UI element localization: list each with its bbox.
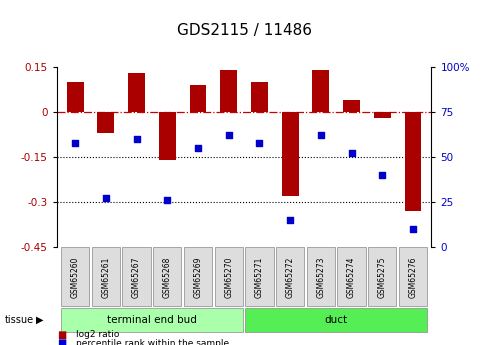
Bar: [374, 112, 390, 118]
Point: [102, 196, 110, 201]
Text: GSM65275: GSM65275: [378, 256, 387, 298]
Bar: [276, 247, 304, 306]
Bar: [245, 247, 274, 306]
Bar: [399, 247, 427, 306]
Point: [255, 140, 263, 145]
Point: [163, 197, 171, 203]
Bar: [128, 73, 145, 112]
Bar: [67, 82, 84, 112]
Bar: [61, 308, 243, 333]
Text: GSM65269: GSM65269: [193, 256, 203, 298]
Text: GSM65272: GSM65272: [285, 256, 295, 297]
Bar: [368, 247, 396, 306]
Point: [378, 172, 386, 178]
Bar: [98, 112, 114, 133]
Text: terminal end bud: terminal end bud: [107, 315, 197, 325]
Bar: [153, 247, 181, 306]
Text: GSM65271: GSM65271: [255, 256, 264, 297]
Text: tissue: tissue: [5, 315, 34, 325]
Text: log2 ratio: log2 ratio: [76, 330, 120, 339]
Bar: [159, 112, 176, 160]
Bar: [214, 247, 243, 306]
Bar: [184, 247, 212, 306]
Point: [286, 217, 294, 223]
Bar: [343, 100, 360, 112]
Text: ■: ■: [57, 330, 66, 339]
Point: [348, 151, 355, 156]
Point: [409, 226, 417, 231]
Bar: [307, 247, 335, 306]
Point: [133, 136, 141, 142]
Text: GSM65267: GSM65267: [132, 256, 141, 298]
Text: GSM65274: GSM65274: [347, 256, 356, 298]
Text: GSM65273: GSM65273: [317, 256, 325, 298]
Text: GDS2115 / 11486: GDS2115 / 11486: [176, 23, 312, 38]
Bar: [282, 112, 299, 196]
Bar: [337, 247, 366, 306]
Bar: [92, 247, 120, 306]
Point: [194, 145, 202, 151]
Text: GSM65261: GSM65261: [102, 256, 110, 297]
Text: GSM65260: GSM65260: [70, 256, 80, 298]
Bar: [245, 308, 427, 333]
Text: duct: duct: [324, 315, 348, 325]
Bar: [313, 70, 329, 112]
Point: [225, 133, 233, 138]
Text: ▶: ▶: [35, 315, 43, 325]
Point: [317, 133, 325, 138]
Text: GSM65268: GSM65268: [163, 256, 172, 297]
Text: percentile rank within the sample: percentile rank within the sample: [76, 339, 230, 345]
Bar: [61, 247, 89, 306]
Bar: [122, 247, 151, 306]
Bar: [251, 82, 268, 112]
Text: GSM65276: GSM65276: [408, 256, 418, 298]
Bar: [220, 70, 237, 112]
Point: [71, 140, 79, 145]
Text: ■: ■: [57, 338, 66, 345]
Text: GSM65270: GSM65270: [224, 256, 233, 298]
Bar: [189, 85, 207, 112]
Bar: [404, 112, 422, 211]
